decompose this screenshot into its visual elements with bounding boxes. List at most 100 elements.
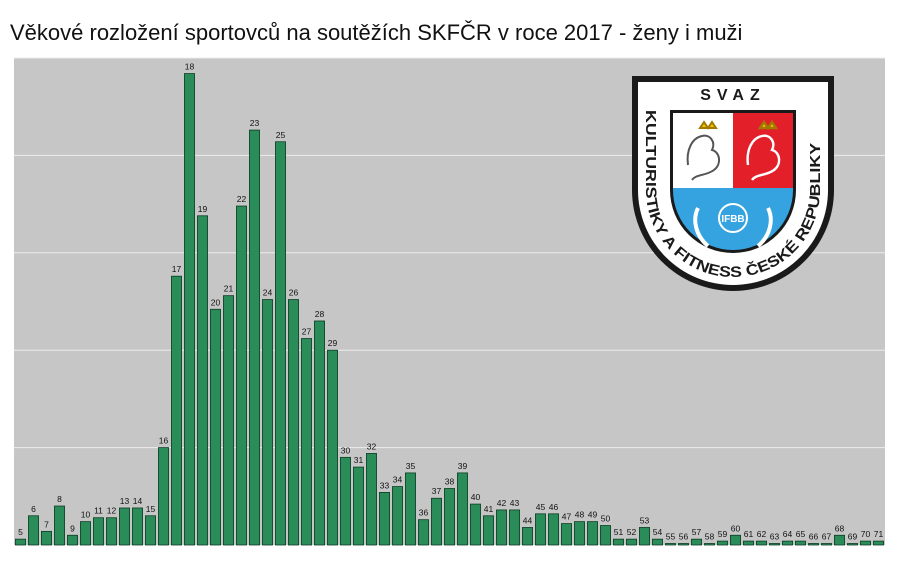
bar-24 — [262, 299, 273, 546]
bar-label-10: 10 — [81, 510, 91, 520]
bar-59 — [717, 540, 728, 546]
blue-field — [673, 188, 793, 250]
bar-65 — [795, 540, 806, 546]
bar-label-68: 68 — [835, 523, 845, 533]
bar-54 — [652, 538, 663, 546]
bar-46 — [548, 513, 559, 546]
bar-label-63: 63 — [770, 532, 780, 542]
bar-38 — [444, 488, 455, 546]
bar-42 — [496, 509, 507, 546]
bar-label-40: 40 — [471, 492, 481, 502]
bar-18 — [184, 73, 195, 546]
bar-44 — [522, 527, 533, 546]
bar-26 — [288, 299, 299, 546]
bar-label-42: 42 — [497, 498, 507, 508]
bar-8 — [54, 505, 65, 546]
bar-label-53: 53 — [640, 515, 650, 525]
lion-icon — [686, 120, 720, 181]
bar-69 — [847, 543, 858, 546]
bar-12 — [106, 517, 117, 546]
bar-57 — [691, 538, 702, 546]
bar-label-61: 61 — [744, 529, 754, 539]
bar-25 — [275, 141, 286, 546]
bar-label-39: 39 — [458, 461, 468, 471]
bar-48 — [574, 521, 585, 546]
bar-17 — [171, 275, 182, 546]
bar-label-26: 26 — [289, 288, 299, 298]
bar-label-47: 47 — [562, 512, 572, 522]
bar-label-14: 14 — [133, 496, 143, 506]
bar-33 — [379, 492, 390, 546]
bar-23 — [249, 129, 260, 546]
bar-label-27: 27 — [302, 327, 312, 337]
bar-32 — [366, 453, 377, 546]
bar-label-54: 54 — [653, 527, 663, 537]
bar-label-34: 34 — [393, 475, 403, 485]
bar-label-70: 70 — [861, 529, 871, 539]
bar-label-52: 52 — [627, 527, 637, 537]
bar-label-43: 43 — [510, 498, 520, 508]
bar-22 — [236, 205, 247, 546]
bar-label-25: 25 — [276, 130, 286, 140]
bar-label-29: 29 — [328, 338, 338, 348]
bar-63 — [769, 543, 780, 546]
svg-text:IFBB: IFBB — [721, 214, 744, 225]
lion-icon — [746, 119, 781, 181]
bar-label-5: 5 — [18, 527, 23, 537]
bar-label-31: 31 — [354, 455, 364, 465]
bar-label-51: 51 — [614, 527, 624, 537]
bar-label-44: 44 — [523, 515, 533, 525]
skfcr-logo: IFBB SVAZ KULTURISTIKY A FITNESS ČESKÉ R… — [632, 76, 834, 291]
bar-label-48: 48 — [575, 510, 585, 520]
bar-51 — [613, 538, 624, 546]
bar-37 — [431, 497, 442, 546]
bar-label-22: 22 — [237, 194, 247, 204]
bar-9 — [67, 534, 78, 546]
bar-label-67: 67 — [822, 532, 832, 542]
bar-28 — [314, 320, 325, 546]
bar-11 — [93, 517, 104, 546]
bar-label-65: 65 — [796, 529, 806, 539]
bar-label-45: 45 — [536, 502, 546, 512]
bar-14 — [132, 507, 143, 546]
bar-60 — [730, 534, 741, 546]
bar-label-60: 60 — [731, 523, 741, 533]
bar-label-11: 11 — [94, 506, 103, 516]
bar-label-30: 30 — [341, 445, 351, 455]
bar-61 — [743, 540, 754, 546]
bar-40 — [470, 503, 481, 546]
bar-label-58: 58 — [705, 532, 715, 542]
bar-29 — [327, 349, 338, 546]
bar-62 — [756, 540, 767, 546]
bar-label-19: 19 — [198, 204, 208, 214]
bar-50 — [600, 525, 611, 546]
bar-16 — [158, 447, 169, 546]
bar-43 — [509, 509, 520, 546]
bar-39 — [457, 472, 468, 546]
bar-6 — [28, 515, 39, 546]
bar-58 — [704, 543, 715, 546]
bar-label-8: 8 — [57, 494, 62, 504]
bar-70 — [860, 540, 871, 546]
bar-label-9: 9 — [70, 523, 75, 533]
bar-30 — [340, 456, 351, 546]
bar-label-66: 66 — [809, 532, 819, 542]
bar-53 — [639, 527, 650, 546]
bar-27 — [301, 338, 312, 546]
bar-label-37: 37 — [432, 486, 442, 496]
bar-31 — [353, 466, 364, 546]
bar-label-71: 71 — [874, 529, 884, 539]
bar-66 — [808, 543, 819, 546]
bar-label-6: 6 — [31, 504, 36, 514]
bar-label-15: 15 — [146, 504, 156, 514]
bar-5 — [15, 538, 26, 546]
bar-label-35: 35 — [406, 461, 416, 471]
bar-49 — [587, 521, 598, 546]
bar-21 — [223, 295, 234, 546]
logo-top-text: SVAZ — [700, 87, 765, 104]
bar-47 — [561, 523, 572, 546]
bar-label-23: 23 — [250, 118, 260, 128]
bar-label-17: 17 — [172, 264, 182, 274]
red-field — [733, 113, 793, 188]
bar-56 — [678, 543, 689, 546]
